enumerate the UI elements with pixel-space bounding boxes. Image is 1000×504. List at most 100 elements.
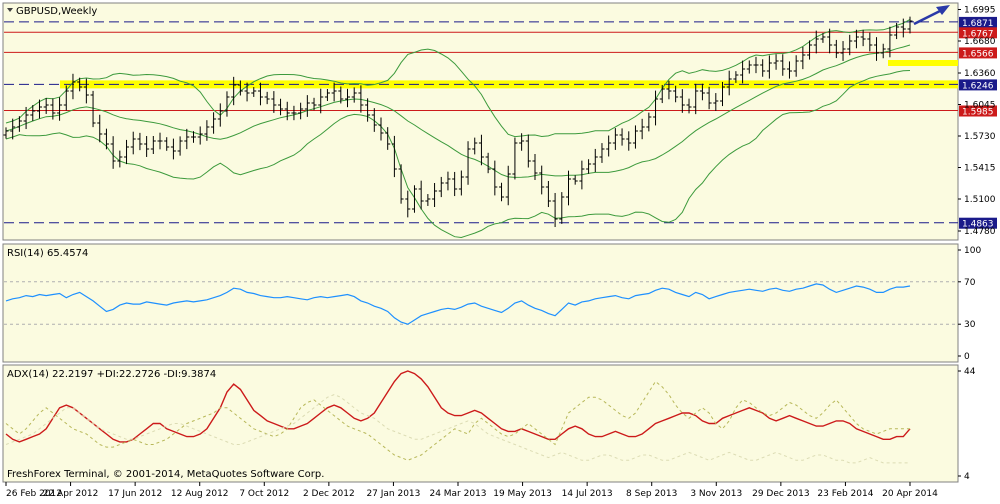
ohlc-bar	[867, 32, 873, 52]
ohlc-bar	[760, 59, 766, 77]
ohlc-bar	[874, 37, 880, 61]
ohlc-bar	[50, 98, 56, 120]
ohlc-bar	[77, 77, 83, 92]
ohlc-bar	[117, 150, 123, 168]
ohlc-bar	[458, 170, 464, 196]
ohlc-bar	[391, 135, 397, 178]
ohlc-bar	[579, 160, 585, 190]
ohlc-bar	[237, 80, 243, 96]
ohlc-bar	[36, 99, 42, 119]
price-y-tick-label: 1.4780	[964, 227, 996, 237]
ohlc-bar	[552, 192, 558, 228]
ohlc-bar	[224, 91, 230, 117]
ohlc-bar	[103, 128, 109, 150]
ohlc-bar	[472, 137, 478, 155]
ohlc-bar	[16, 116, 22, 132]
highlight-layer	[60, 60, 958, 89]
ohlc-bar	[124, 139, 130, 165]
ohlc-bar	[351, 87, 357, 103]
ohlc-bar	[338, 86, 344, 104]
ohlc-bar	[385, 127, 391, 150]
ohlc-bar	[452, 171, 458, 197]
x-tick-label: 19 May 2013	[493, 489, 552, 499]
level-label: 1.4863	[962, 220, 994, 230]
ohlc-bar	[83, 78, 89, 104]
ohlc-bar	[545, 180, 551, 208]
ohlc-bar	[184, 128, 190, 150]
price-y-tick-label: 1.6045	[964, 101, 996, 111]
ohlc-bar	[90, 90, 96, 128]
ohlc-bar	[894, 22, 900, 40]
x-tick-label: 17 Jun 2012	[108, 489, 162, 499]
x-tick-label: 27 Jan 2013	[366, 489, 420, 499]
level-label: 1.6246	[962, 81, 994, 91]
ohlc-bar	[244, 82, 250, 102]
bollinger-lower-line	[5, 70, 911, 239]
ohlc-bar	[887, 26, 893, 58]
ohlc-bar	[432, 183, 438, 207]
ohlc-bar	[358, 85, 364, 113]
ohlc-bar	[746, 60, 752, 74]
ohlc-bar	[820, 33, 826, 43]
level-label-box	[959, 16, 997, 28]
ohlc-bar	[666, 80, 672, 100]
price-panel-title: GBPUSD,Weekly	[16, 6, 97, 17]
level-label: 1.6871	[962, 19, 994, 29]
level-lines-layer: 1.6871 1.6246 1.4863 1.6767 1.6566 1.5985	[4, 16, 997, 230]
ohlc-bar	[284, 101, 290, 121]
ohlc-bar	[847, 34, 853, 56]
x-tick-label: 2 Dec 2012	[303, 489, 355, 499]
ohlc-bar	[733, 71, 739, 83]
ohlc-bar	[318, 88, 324, 114]
ohlc-bar	[713, 93, 719, 111]
adx-panel-title: ADX(14) 22.2197 +DI:22.2726 -DI:9.3874	[7, 369, 216, 380]
ohlc-bar	[586, 159, 592, 174]
rsi-y-tick-label: 0	[964, 352, 970, 362]
ohlc-bar	[70, 73, 76, 100]
ohlc-bar	[740, 60, 746, 84]
ohlc-bar	[278, 98, 284, 116]
chart-menu-triangle-icon[interactable]	[7, 8, 13, 12]
ohlc-bar	[204, 120, 210, 141]
ohlc-bar	[679, 89, 685, 113]
ohlc-bar	[853, 29, 859, 49]
ohlc-bar	[827, 28, 833, 54]
ohlc-bar	[211, 112, 217, 134]
x-tick-label: 8 Sep 2013	[626, 489, 677, 499]
bollinger-upper-line	[5, 19, 911, 138]
candles-layer	[3, 16, 913, 228]
ohlc-bar	[324, 89, 330, 101]
ohlc-bar	[592, 148, 598, 173]
rsi-y-tick-label: 100	[964, 246, 981, 256]
ohlc-bar	[499, 182, 505, 202]
ohlc-bar	[907, 16, 913, 34]
ohlc-bar	[492, 160, 498, 196]
ohlc-bar	[720, 81, 726, 107]
x-tick-label: 14 Jul 2013	[562, 489, 613, 499]
ohlc-bar	[150, 135, 156, 155]
x-tick-label: 20 Apr 2014	[882, 489, 938, 499]
x-tick-label: 12 Aug 2012	[171, 489, 229, 499]
ohlc-bar	[177, 136, 183, 156]
ohlc-bar	[304, 95, 310, 117]
ohlc-bar	[110, 136, 116, 169]
ohlc-bar	[565, 170, 571, 206]
ohlc-bar	[800, 46, 806, 70]
bollinger-bands-layer	[5, 19, 911, 239]
level-label: 1.5985	[962, 108, 994, 118]
ohlc-bar	[653, 90, 659, 126]
ohlc-bar	[164, 137, 170, 151]
price-y-tick-label: 1.6680	[964, 37, 996, 47]
ohlc-bar	[23, 106, 29, 130]
bollinger-middle-line	[5, 44, 911, 178]
ohlc-bar	[144, 136, 150, 157]
ohlc-bar	[599, 143, 605, 163]
ohlc-bar	[786, 61, 792, 79]
ohlc-bar	[559, 192, 565, 224]
ohlc-bar	[63, 85, 69, 111]
level-label-box	[959, 105, 997, 117]
chart-title[interactable]: GBPUSD,Weekly	[7, 6, 97, 17]
adx-line	[5, 370, 911, 443]
